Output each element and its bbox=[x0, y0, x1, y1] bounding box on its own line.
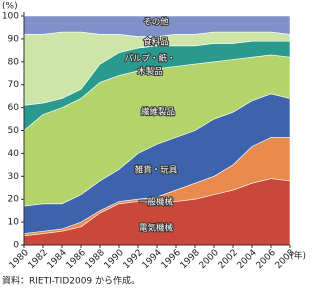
area-label: パルプ・紙・木製品 bbox=[124, 53, 175, 77]
areas bbox=[23, 15, 291, 246]
y-tick-label: 30 bbox=[8, 172, 20, 182]
x-tick-label: 1988 bbox=[84, 248, 107, 271]
area-label: 食料品 bbox=[143, 37, 169, 48]
x-tick-label: 1992 bbox=[122, 248, 145, 271]
y-tick-label: 80 bbox=[8, 57, 20, 67]
x-tick-label: 2004 bbox=[236, 248, 259, 271]
y-tick-label: 20 bbox=[8, 195, 20, 205]
x-tick-label: 1998 bbox=[179, 248, 202, 271]
x-tick-label: 1980 bbox=[8, 248, 31, 271]
x-tick-label: 1984 bbox=[46, 248, 69, 271]
y-unit: (%) bbox=[2, 2, 18, 12]
source-note: 資料：RIETI-TID2009 から作成。 bbox=[2, 275, 140, 287]
x-tick-label: 2006 bbox=[255, 248, 278, 271]
area bbox=[23, 15, 291, 37]
x-tick-label: 1986 bbox=[65, 248, 88, 271]
area-label: 繊維製品 bbox=[141, 107, 175, 118]
x-tick-label: 1994 bbox=[141, 248, 164, 271]
y-tick-label: 70 bbox=[8, 80, 20, 90]
area-label: その他 bbox=[143, 17, 169, 28]
chart: (%) (年) 資料：RIETI-TID2009 から作成。 電気機械 一般機械 雑… bbox=[2, 2, 306, 287]
x-unit: (年) bbox=[290, 250, 306, 262]
y-tick-label: 50 bbox=[8, 126, 20, 136]
area-label: 一般機械 bbox=[139, 197, 174, 208]
x-tick-label: 1990 bbox=[103, 248, 126, 271]
y-tick-label: 10 bbox=[8, 218, 20, 228]
x-tick-label: 1982 bbox=[27, 248, 50, 271]
y-tick-label: 0 bbox=[13, 241, 19, 251]
x-tick-label: 2002 bbox=[217, 248, 240, 271]
x-tick-label: 1996 bbox=[160, 248, 183, 271]
y-tick-label: 60 bbox=[8, 103, 20, 113]
area-label: 雑貨・玩具 bbox=[135, 165, 178, 176]
y-tick-label: 100 bbox=[2, 12, 19, 22]
x-tick-label: 2000 bbox=[198, 248, 221, 271]
area-label: 電気機械 bbox=[139, 223, 174, 234]
y-tick-label: 40 bbox=[8, 149, 20, 159]
y-tick-label: 90 bbox=[8, 34, 20, 44]
